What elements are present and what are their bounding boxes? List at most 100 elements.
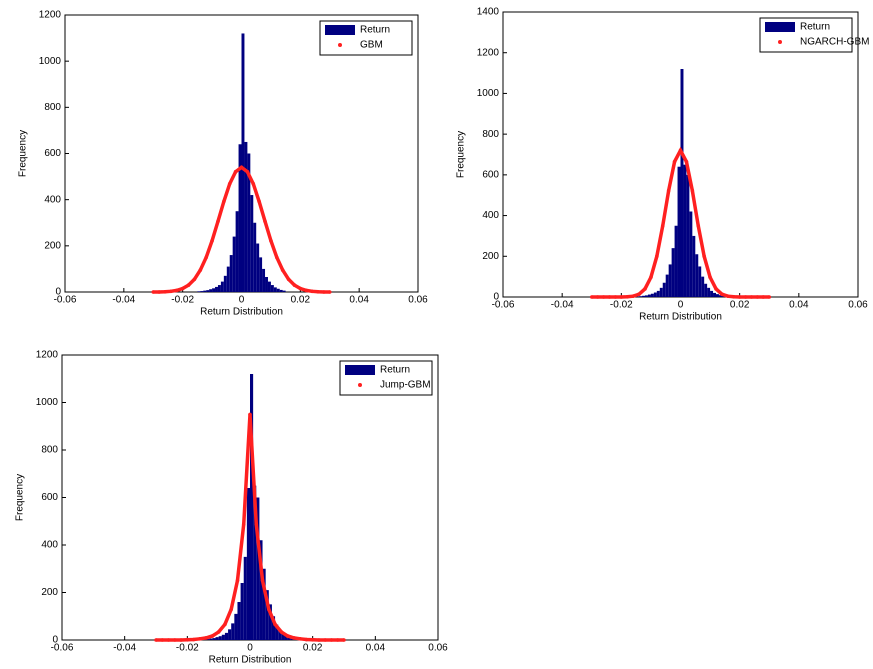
x-tick-label: -0.04 xyxy=(551,300,574,311)
x-tick-label: -0.06 xyxy=(51,643,74,654)
hist-bar xyxy=(256,497,260,640)
fit-point xyxy=(229,607,233,612)
x-tick-label: 0.02 xyxy=(730,300,750,311)
legend-swatch xyxy=(765,22,795,32)
fit-point xyxy=(678,148,683,153)
fit-point xyxy=(660,223,665,228)
hist-bar xyxy=(241,33,245,292)
hist-bar xyxy=(680,69,684,297)
hist-bar xyxy=(244,141,248,292)
fit-point xyxy=(257,199,261,204)
hist-bar xyxy=(674,225,678,297)
x-tick-label: -0.06 xyxy=(492,300,515,311)
legend-swatch xyxy=(358,383,362,387)
hist-bar xyxy=(695,254,699,297)
fit-point xyxy=(179,638,183,642)
hist-bar xyxy=(256,243,260,292)
fit-point xyxy=(254,522,259,526)
fit-point xyxy=(637,292,641,296)
hist-bar xyxy=(212,638,216,640)
y-tick-label: 200 xyxy=(41,587,58,598)
hist-bar xyxy=(206,639,210,640)
fit-point xyxy=(613,295,618,299)
hist-bar xyxy=(692,235,696,297)
hist-bar xyxy=(284,635,288,640)
hist-bar xyxy=(215,286,218,292)
fit-point xyxy=(726,294,730,298)
hist-bar xyxy=(645,295,648,297)
fit-point xyxy=(280,268,285,272)
fit-point xyxy=(292,283,297,287)
fit-point xyxy=(286,277,291,282)
x-tick-label: -0.02 xyxy=(176,643,199,654)
hist-bar xyxy=(234,613,238,640)
y-tick-label: 600 xyxy=(41,492,58,503)
y-tick-label: 1000 xyxy=(39,56,62,67)
hist-bar xyxy=(229,255,233,292)
x-tick-label: -0.04 xyxy=(113,643,136,654)
x-tick-label: 0 xyxy=(678,300,684,311)
y-tick-label: 800 xyxy=(41,445,58,456)
legend-label: NGARCH-GBM xyxy=(800,37,869,48)
fit-point xyxy=(767,295,772,299)
fit-point xyxy=(233,169,238,174)
hist-bar xyxy=(639,296,643,297)
hist-bar xyxy=(223,275,227,292)
hist-bar xyxy=(209,289,213,292)
hist-bar xyxy=(270,285,274,292)
fit-point xyxy=(173,638,177,642)
fit-point xyxy=(702,254,706,259)
hist-bar xyxy=(642,295,645,297)
fit-point xyxy=(210,238,214,243)
hist-bar xyxy=(250,195,254,292)
fit-point xyxy=(239,165,244,170)
x-tick-label: 0.04 xyxy=(366,643,386,654)
hist-bar xyxy=(237,602,241,640)
y-tick-label: 1200 xyxy=(39,10,62,21)
hist-bar xyxy=(281,632,285,640)
hist-bar xyxy=(240,583,244,640)
legend-label: Return xyxy=(800,22,830,33)
y-tick-label: 600 xyxy=(44,148,61,159)
fit-point xyxy=(154,638,158,642)
legend-label: Return xyxy=(380,365,410,376)
hist-bar xyxy=(215,637,219,640)
panel: -0.06 -0.04 -0.02 0 0.02 0.04 0.06 0 200 400 600 80… xyxy=(18,10,429,318)
y-tick-label: 1400 xyxy=(477,7,500,18)
fit-point xyxy=(292,636,296,640)
y-axis-label: Frequency xyxy=(15,474,26,521)
x-tick-label: 0.06 xyxy=(848,300,868,311)
y-tick-label: 600 xyxy=(482,169,499,180)
legend-swatch xyxy=(338,43,342,47)
hist-bar xyxy=(226,266,230,292)
fit-point xyxy=(186,283,191,287)
y-tick-label: 0 xyxy=(493,292,499,303)
fit-point xyxy=(323,638,328,642)
hist-bar xyxy=(662,282,666,297)
hist-bar xyxy=(262,268,266,292)
x-tick-label: 0.02 xyxy=(291,295,311,306)
hist-bar xyxy=(279,289,283,292)
fit-point xyxy=(731,294,736,299)
hist-bar xyxy=(220,281,224,292)
hist-bar xyxy=(701,276,705,297)
hist-bar xyxy=(238,144,242,292)
fit-point xyxy=(260,578,265,583)
fit-point xyxy=(619,295,624,299)
hist-bar xyxy=(282,290,286,292)
y-axis-label: Frequency xyxy=(18,130,29,177)
fit-point xyxy=(151,290,156,294)
y-tick-label: 1000 xyxy=(36,397,59,408)
hist-bar xyxy=(659,287,663,297)
hist-bar xyxy=(250,374,254,640)
y-axis-label: Frequency xyxy=(456,131,467,178)
fit-point xyxy=(310,289,314,294)
fit-point xyxy=(216,219,220,224)
fit-point xyxy=(310,637,315,642)
y-tick-label: 200 xyxy=(44,240,61,251)
hist-bar xyxy=(232,236,236,292)
fit-point xyxy=(191,637,196,642)
hist-bar xyxy=(636,296,640,297)
fit-point xyxy=(273,622,277,627)
